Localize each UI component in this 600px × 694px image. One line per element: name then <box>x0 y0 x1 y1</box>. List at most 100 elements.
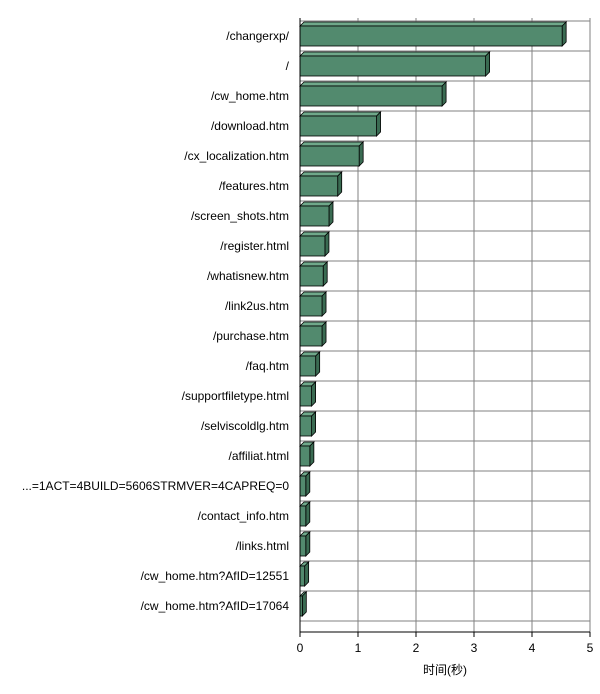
bar-side-face <box>561 21 567 47</box>
category-label: /cx_localization.htm <box>184 149 289 163</box>
bar-front-face <box>299 25 563 47</box>
x-tick-label: 4 <box>529 641 536 655</box>
category-label: /cw_home.htm?AfID=12551 <box>141 569 290 583</box>
category-label: /cw_home.htm <box>211 89 289 103</box>
bar <box>299 501 311 527</box>
bar-front-face <box>299 445 311 467</box>
bar-front-face <box>299 565 306 587</box>
x-tick-label: 5 <box>587 641 594 655</box>
bar-front-face <box>299 475 307 497</box>
bar <box>299 561 310 587</box>
bar-side-face <box>304 561 310 587</box>
category-label: /download.htm <box>211 119 289 133</box>
x-tick-label: 0 <box>297 641 304 655</box>
bar <box>299 201 334 227</box>
bar-top-face <box>299 171 343 177</box>
bar-side-face <box>358 141 364 167</box>
category-label: /links.html <box>236 539 289 553</box>
bar-side-face <box>305 471 311 497</box>
bar-front-face <box>299 535 307 557</box>
bar-front-face <box>299 175 339 197</box>
bar <box>299 81 448 107</box>
bar <box>299 111 382 137</box>
bar <box>299 141 365 167</box>
bar <box>299 381 317 407</box>
bar <box>299 231 330 257</box>
bar-front-face <box>299 145 360 167</box>
bar-side-face <box>311 411 317 437</box>
bar-top-face <box>299 141 365 147</box>
category-label: /whatisnew.htm <box>207 269 289 283</box>
category-label: / <box>286 59 290 73</box>
x-axis-title: 时间(秒) <box>423 663 467 677</box>
bar-side-face <box>441 81 447 107</box>
bar-side-face <box>321 291 327 317</box>
bar-side-face <box>337 171 343 197</box>
bar <box>299 261 329 287</box>
category-labels: /changerxp/ / /cw_home.htm/download.htm/cx… <box>22 29 290 613</box>
bar-front-face <box>299 505 307 527</box>
bar-top-face <box>299 201 334 207</box>
bar-front-face <box>299 235 326 257</box>
bar <box>299 531 311 557</box>
bar-top-face <box>299 111 382 117</box>
category-label: /features.htm <box>219 179 289 193</box>
bar-front-face <box>299 55 487 77</box>
bar-front-face <box>299 205 330 227</box>
bar-top-face <box>299 231 330 237</box>
bar-side-face <box>305 531 311 557</box>
category-label: /supportfiletype.html <box>182 389 289 403</box>
category-label: /affiliat.html <box>229 449 289 463</box>
bar-side-face <box>376 111 381 137</box>
bar-side-face <box>324 231 330 257</box>
bar-side-face <box>305 501 311 527</box>
bar-side-face <box>315 351 321 377</box>
bar <box>299 171 343 197</box>
category-label: /link2us.htm <box>225 299 289 313</box>
bar-front-face <box>299 355 317 377</box>
category-label: /cw_home.htm?AfID=17064 <box>141 599 290 613</box>
x-tick-label: 2 <box>413 641 420 655</box>
category-label: /selviscoldlg.htm <box>201 419 289 433</box>
bar-front-face <box>299 85 443 107</box>
bar-front-face <box>299 325 323 347</box>
bar-top-face <box>299 81 448 87</box>
bar <box>299 441 315 467</box>
bar-side-face <box>311 381 317 407</box>
bar-side-face <box>485 51 491 77</box>
category-label: /purchase.htm <box>213 329 289 343</box>
bar-front-face <box>299 115 377 137</box>
bar-front-face <box>299 415 313 437</box>
x-axis: 0 1 2 3 4 5 <box>297 18 594 655</box>
category-label: /faq.htm <box>246 359 289 373</box>
bar <box>299 351 321 377</box>
bars <box>299 21 568 617</box>
category-label: ...=1ACT=4BUILD=5606STRMVER=4CAPREQ=0 <box>22 479 289 493</box>
category-label: /changerxp/ <box>226 29 289 43</box>
bar-top-face <box>299 261 329 267</box>
bar-front-face <box>299 295 323 317</box>
x-tick-label: 1 <box>355 641 362 655</box>
bar <box>299 411 317 437</box>
bar-side-face <box>309 441 315 467</box>
bar <box>299 51 491 77</box>
category-label: /contact_info.htm <box>198 509 289 523</box>
bar-front-face <box>299 265 324 287</box>
category-label: /screen_shots.htm <box>191 209 289 223</box>
bar-top-face <box>299 51 491 57</box>
bar-front-face <box>299 385 313 407</box>
category-label: /register.html <box>220 239 289 253</box>
grid-lines <box>299 18 591 632</box>
bar-top-face <box>299 21 568 27</box>
bar-side-face <box>301 591 307 617</box>
bar <box>299 291 328 317</box>
x-tick-label: 3 <box>471 641 478 655</box>
bar <box>299 21 568 47</box>
bar-side-face <box>322 261 328 287</box>
bar <box>299 321 328 347</box>
bar <box>299 591 308 617</box>
bar-side-face <box>321 321 327 347</box>
bar <box>299 471 311 497</box>
bar-side-face <box>328 201 334 227</box>
